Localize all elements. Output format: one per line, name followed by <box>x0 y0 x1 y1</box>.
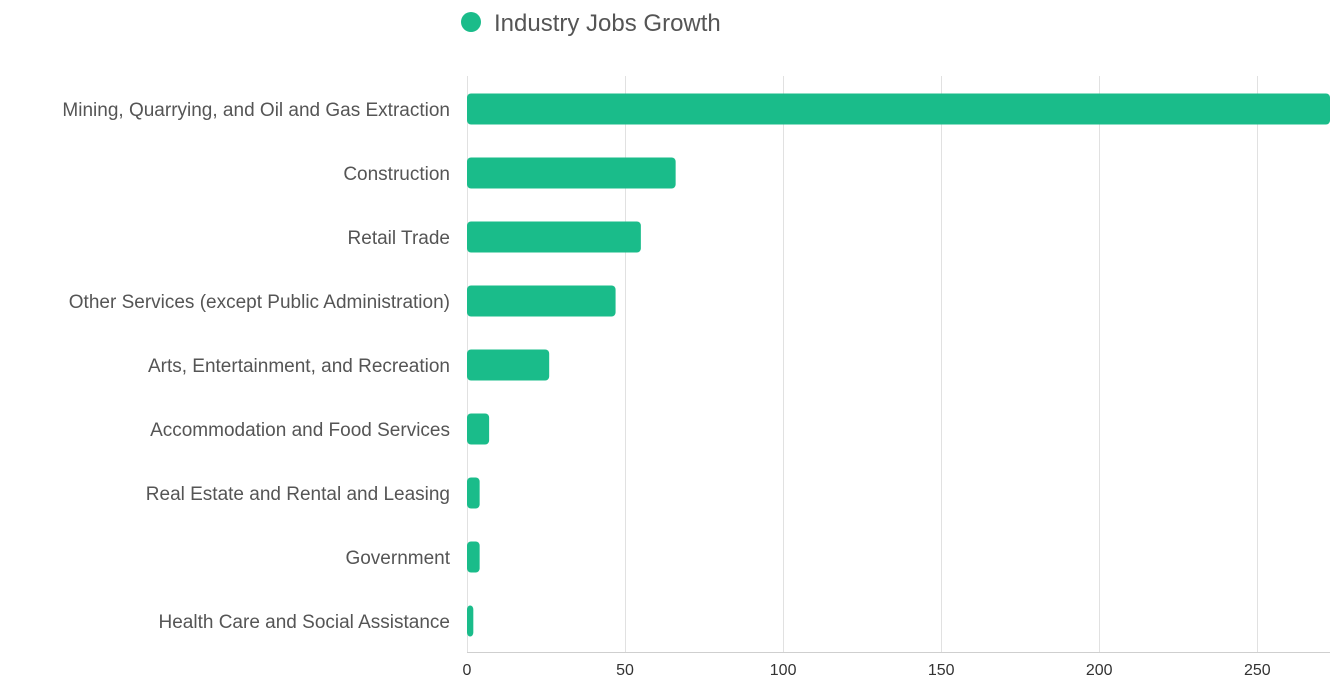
x-tick-label-200: 200 <box>1086 662 1113 679</box>
legend-swatch-industry-jobs-growth <box>461 12 481 32</box>
category-label-mining-quarrying-and-oil-and-gas-extraction: Mining, Quarrying, and Oil and Gas Extra… <box>62 100 450 121</box>
bar-health-care-and-social-assistance[interactable] <box>467 605 474 637</box>
category-label-real-estate-and-rental-and-leasing: Real Estate and Rental and Leasing <box>146 484 450 505</box>
legend-label-industry-jobs-growth: Industry Jobs Growth <box>494 10 721 37</box>
category-label-arts-entertainment-and-recreation: Arts, Entertainment, and Recreation <box>148 356 450 377</box>
x-tick-label-0: 0 <box>463 662 472 679</box>
category-label-construction: Construction <box>343 164 450 185</box>
bar-arts-entertainment-and-recreation[interactable] <box>467 349 550 381</box>
x-axis-tick-labels: 0 50 100 150 200 250 <box>463 662 1271 679</box>
bar-accommodation-and-food-services[interactable] <box>467 413 490 445</box>
category-label-other-services-except-public-administration: Other Services (except Public Administra… <box>69 292 450 313</box>
x-tick-label-250: 250 <box>1244 662 1271 679</box>
x-tick-label-50: 50 <box>616 662 634 679</box>
bar-other-services-except-public-administration[interactable] <box>467 285 616 317</box>
x-tick-label-150: 150 <box>928 662 955 679</box>
bar-real-estate-and-rental-and-leasing[interactable] <box>467 477 480 509</box>
bar-construction[interactable] <box>467 157 676 189</box>
category-labels: Mining, Quarrying, and Oil and Gas Extra… <box>62 100 450 633</box>
legend[interactable]: Industry Jobs Growth <box>461 10 721 37</box>
category-label-accommodation-and-food-services: Accommodation and Food Services <box>150 420 450 441</box>
category-label-health-care-and-social-assistance: Health Care and Social Assistance <box>159 612 451 633</box>
bar-government[interactable] <box>467 541 480 573</box>
bar-mining-quarrying-and-oil-and-gas-extraction[interactable] <box>467 93 1330 125</box>
bars <box>467 93 1330 637</box>
category-label-retail-trade: Retail Trade <box>348 228 450 249</box>
category-label-government: Government <box>345 548 450 569</box>
bar-retail-trade[interactable] <box>467 221 641 253</box>
x-tick-label-100: 100 <box>770 662 797 679</box>
